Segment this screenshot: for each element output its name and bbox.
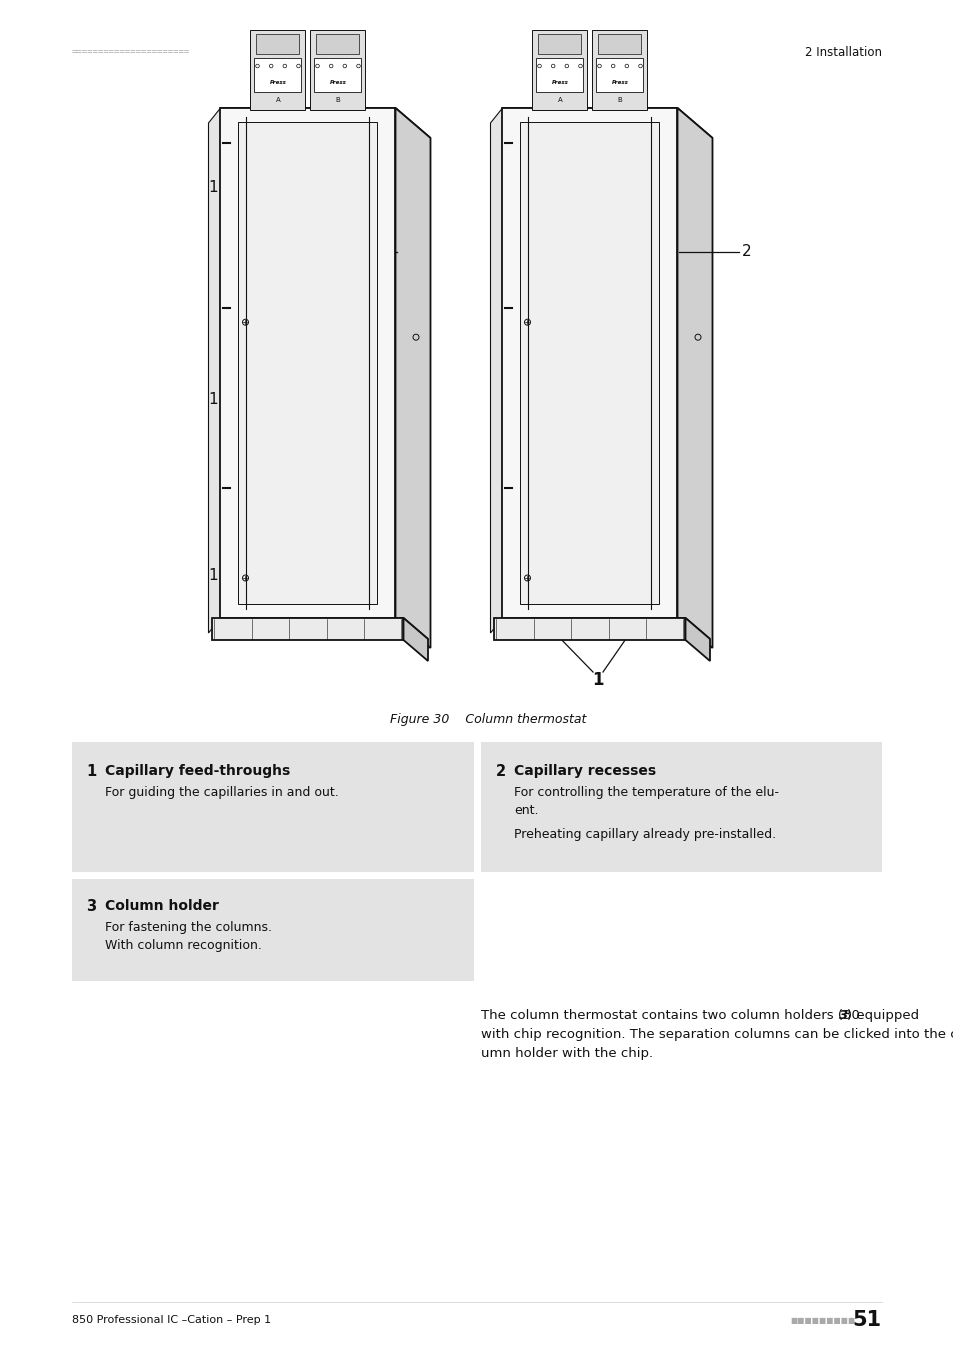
Text: For guiding the capillaries in and out.: For guiding the capillaries in and out. [105,786,338,799]
Polygon shape [220,108,430,138]
Polygon shape [677,108,712,648]
Text: 3: 3 [86,899,96,914]
Text: 1: 1 [208,567,217,582]
Polygon shape [520,122,659,603]
Text: Press: Press [551,80,568,85]
Polygon shape [213,618,428,639]
Text: Column holder: Column holder [105,899,218,913]
FancyBboxPatch shape [71,743,474,872]
Text: With column recognition.: With column recognition. [105,940,262,952]
Text: B: B [617,97,621,103]
Text: with chip recognition. The separation columns can be clicked into the col-: with chip recognition. The separation co… [481,1027,953,1041]
Text: 2: 2 [495,764,505,779]
Text: 3: 3 [344,81,355,99]
Polygon shape [213,618,403,640]
Text: 3: 3 [839,1008,848,1022]
Text: 1: 1 [612,81,623,99]
Text: For controlling the temperature of the elu-: For controlling the temperature of the e… [514,786,779,799]
Text: The column thermostat contains two column holders (30-: The column thermostat contains two colum… [481,1008,864,1022]
Polygon shape [254,58,301,92]
Polygon shape [490,108,502,633]
Polygon shape [316,34,359,54]
Polygon shape [256,34,299,54]
Polygon shape [314,58,361,92]
FancyBboxPatch shape [71,879,474,981]
Polygon shape [395,108,430,648]
Polygon shape [502,108,677,618]
Text: 1: 1 [208,181,217,196]
Text: 2: 2 [257,244,267,259]
Text: 850 Professional IC –Cation – Prep 1: 850 Professional IC –Cation – Prep 1 [71,1315,271,1324]
Text: 2 Installation: 2 Installation [804,46,882,58]
Polygon shape [251,30,305,109]
Text: Preheating capillary already pre-installed.: Preheating capillary already pre-install… [514,828,776,841]
Text: Press: Press [270,80,286,85]
Text: 1: 1 [208,393,217,408]
Text: Press: Press [611,80,628,85]
Text: 1: 1 [592,671,603,689]
Polygon shape [532,30,587,109]
Polygon shape [403,618,428,662]
Text: 2: 2 [741,244,751,259]
Polygon shape [220,108,395,618]
Polygon shape [209,108,220,633]
Text: Capillary recesses: Capillary recesses [514,764,656,778]
Text: Capillary feed-throughs: Capillary feed-throughs [105,764,290,778]
Polygon shape [494,618,709,639]
Text: Figure 30    Column thermostat: Figure 30 Column thermostat [390,714,586,726]
Text: A: A [275,97,280,103]
Polygon shape [310,30,365,109]
FancyBboxPatch shape [481,743,882,872]
Text: B: B [335,97,340,103]
Text: A: A [558,97,561,103]
Polygon shape [536,58,583,92]
Polygon shape [685,618,709,662]
Text: ======================: ====================== [71,47,190,57]
Polygon shape [502,108,712,138]
Polygon shape [537,34,581,54]
Text: 51: 51 [852,1310,882,1330]
Polygon shape [596,58,643,92]
Text: Press: Press [329,80,346,85]
Polygon shape [592,30,647,109]
Polygon shape [238,122,377,603]
Polygon shape [494,618,685,640]
Polygon shape [598,34,640,54]
Text: For fastening the columns.: For fastening the columns. [105,921,272,934]
Text: ■■■■■■■■■: ■■■■■■■■■ [789,1315,854,1324]
Text: umn holder with the chip.: umn holder with the chip. [481,1048,653,1060]
Text: ) equipped: ) equipped [846,1008,919,1022]
Text: ent.: ent. [514,805,538,817]
Text: 1: 1 [86,764,96,779]
